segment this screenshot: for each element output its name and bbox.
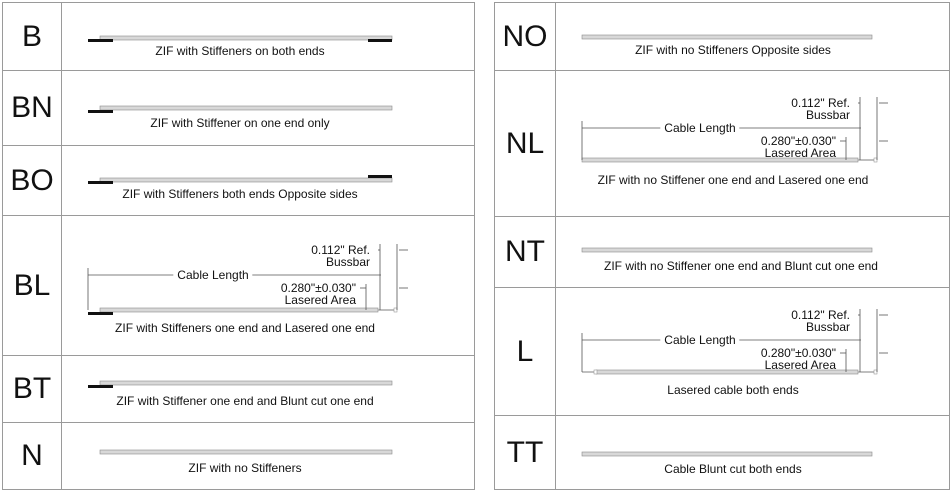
stiffener [88,312,113,315]
stiffener [88,181,113,184]
left-table: B BN BO BL BT N [2,2,475,490]
caption: ZIF with no Stiffeners Opposite sides [635,43,831,57]
caption: ZIF with no Stiffeners [188,461,302,475]
caption: ZIF with Stiffeners one end and Lasered … [115,321,375,335]
caption: ZIF with Stiffeners on both ends [155,44,325,58]
type-code: B [3,3,62,70]
stiffener [368,175,392,178]
type-code: BT [3,356,62,422]
cable [99,449,393,455]
type-code: BN [3,71,62,145]
type-code: L [495,288,556,415]
bussbar-value: 0.112" Ref. [311,243,370,257]
type-code: NT [495,217,556,287]
bussbar-label: Bussbar [805,320,850,334]
type-code: BL [3,216,62,355]
type-code: NO [495,3,556,70]
row-no: NO [495,3,949,71]
caption: ZIF with no Stiffener one end and Blunt … [604,259,878,273]
stiffener [88,110,113,113]
cable [99,35,393,41]
cable [99,105,393,111]
lasered-label: Lasered Area [764,146,836,160]
stiffener [88,39,113,42]
right-table: NO NL NT L TT [494,2,950,490]
cable-length-label: Cable Length [660,121,740,135]
row-bn: BN [3,71,474,146]
cable [99,380,393,386]
type-code: TT [495,416,556,489]
lasered-label: Lasered Area [284,293,356,307]
row-bl: BL [3,216,474,356]
lasered-value: 0.280"±0.030" [760,134,836,148]
row-tt: TT [495,416,949,489]
bussbar-label: Bussbar [805,108,850,122]
bussbar-value: 0.112" Ref. [791,96,850,110]
cable-length-label: Cable Length [660,333,740,347]
row-l: L [495,288,949,416]
type-code: N [3,423,62,489]
caption: Cable Blunt cut both ends [664,462,802,476]
cable [581,247,873,253]
cable [581,34,873,40]
caption: Lasered cable both ends [667,383,799,397]
row-bo: BO [3,146,474,216]
caption: ZIF with Stiffener one end and Blunt cut… [116,394,374,408]
stiffener [368,39,392,42]
stiffener [88,385,113,388]
caption: ZIF with Stiffener on one end only [150,116,330,130]
row-n: N [3,423,474,489]
row-b: B [3,3,474,71]
cable-length-label: Cable Length [173,268,253,282]
type-code: BO [3,146,62,215]
lasered-value: 0.280"±0.030" [760,346,836,360]
row-nt: NT [495,217,949,288]
row-nl: NL [495,71,949,217]
bussbar-label: Bussbar [325,255,370,269]
cable [99,177,393,183]
lasered-end-tip [593,369,598,375]
row-bt: BT [3,356,474,423]
cable [581,451,873,457]
bussbar-value: 0.112" Ref. [791,308,850,322]
lasered-label: Lasered Area [764,358,836,372]
caption: ZIF with Stiffeners both ends Opposite s… [122,187,358,201]
caption: ZIF with no Stiffener one end and Lasere… [597,173,869,187]
type-code: NL [495,71,556,216]
lasered-value: 0.280"±0.030" [280,281,356,295]
